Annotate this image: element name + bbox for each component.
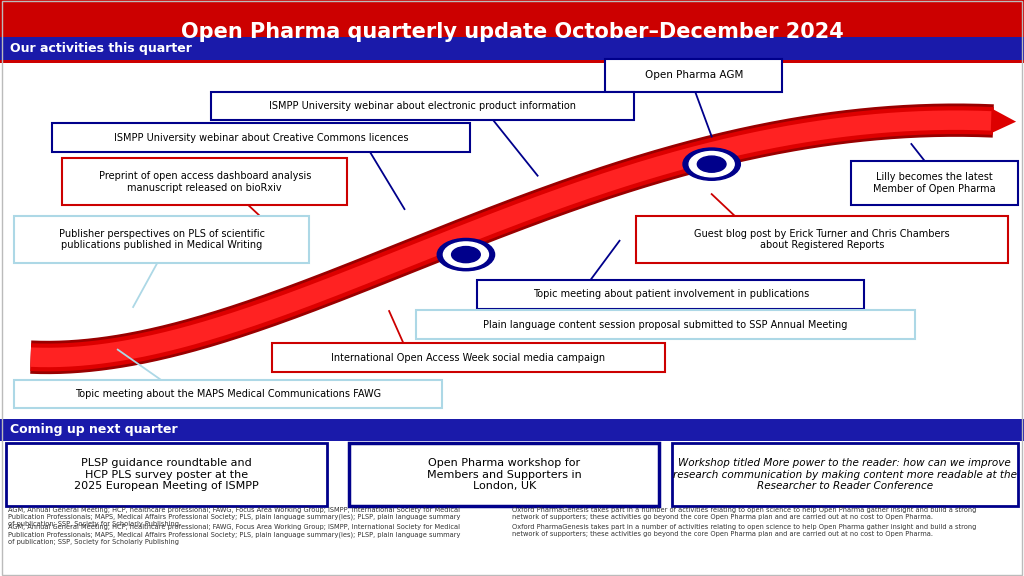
FancyBboxPatch shape [636, 216, 1008, 263]
Text: AGM, Annual General Meeting; HCP, healthcare professional; FAWG, Focus Area Work: AGM, Annual General Meeting; HCP, health… [8, 507, 461, 528]
Text: Open Pharma quarterly update October–December 2024: Open Pharma quarterly update October–Dec… [180, 22, 844, 41]
Text: Publisher perspectives on PLS of scientific
publications published in Medical Wr: Publisher perspectives on PLS of scienti… [58, 229, 265, 250]
Circle shape [697, 156, 726, 172]
FancyBboxPatch shape [851, 161, 1018, 205]
Text: Lilly becomes the latest
Member of Open Pharma: Lilly becomes the latest Member of Open … [873, 172, 995, 194]
FancyBboxPatch shape [605, 59, 782, 92]
FancyBboxPatch shape [0, 6, 1024, 63]
FancyBboxPatch shape [0, 0, 1024, 60]
FancyBboxPatch shape [14, 216, 309, 263]
FancyBboxPatch shape [14, 380, 442, 408]
Circle shape [437, 238, 495, 271]
FancyBboxPatch shape [477, 280, 864, 309]
Text: Preprint of open access dashboard analysis
manuscript released on bioRxiv: Preprint of open access dashboard analys… [98, 171, 311, 192]
Text: Guest blog post by Erick Turner and Chris Chambers
about Registered Reports: Guest blog post by Erick Turner and Chri… [694, 229, 949, 250]
Text: Workshop titled More power to the reader: how can we improve research communicat: Workshop titled More power to the reader… [673, 458, 1017, 491]
Text: ISMPP University webinar about electronic product information: ISMPP University webinar about electroni… [269, 101, 575, 111]
FancyBboxPatch shape [416, 310, 915, 339]
FancyBboxPatch shape [0, 60, 1024, 419]
FancyBboxPatch shape [6, 443, 327, 506]
FancyBboxPatch shape [0, 37, 1024, 60]
Circle shape [689, 151, 734, 177]
FancyBboxPatch shape [672, 443, 1018, 506]
FancyBboxPatch shape [0, 0, 1024, 37]
Text: ISMPP University webinar about Creative Commons licences: ISMPP University webinar about Creative … [114, 132, 409, 143]
Text: Oxford PharmaGenesis takes part in a number of activities relating to open scien: Oxford PharmaGenesis takes part in a num… [512, 524, 976, 537]
FancyBboxPatch shape [0, 419, 1024, 441]
Text: Plain language content session proposal submitted to SSP Annual Meeting: Plain language content session proposal … [483, 320, 848, 330]
FancyBboxPatch shape [52, 123, 470, 152]
Text: PLSP guidance roundtable and
HCP PLS survey poster at the
2025 European Meeting : PLSP guidance roundtable and HCP PLS sur… [74, 458, 259, 491]
Text: AGM, Annual General Meeting; HCP, healthcare professional; FAWG, Focus Area Work: AGM, Annual General Meeting; HCP, health… [8, 524, 461, 545]
FancyBboxPatch shape [0, 504, 1024, 576]
Text: Our activities this quarter: Our activities this quarter [10, 43, 193, 55]
Text: Coming up next quarter: Coming up next quarter [10, 423, 178, 436]
FancyBboxPatch shape [62, 158, 347, 205]
Text: International Open Access Week social media campaign: International Open Access Week social me… [332, 353, 605, 363]
Circle shape [443, 242, 488, 267]
Circle shape [683, 148, 740, 180]
Text: Topic meeting about patient involvement in publications: Topic meeting about patient involvement … [532, 289, 809, 300]
Text: Open Pharma workshop for
Members and Supporters in
London, UK: Open Pharma workshop for Members and Sup… [427, 458, 582, 491]
Text: Oxford PharmaGenesis takes part in a number of activities relating to open scien: Oxford PharmaGenesis takes part in a num… [512, 507, 976, 520]
FancyBboxPatch shape [272, 343, 665, 372]
FancyBboxPatch shape [211, 92, 634, 120]
Circle shape [452, 247, 480, 263]
Text: Open Pharma AGM: Open Pharma AGM [644, 70, 743, 81]
Text: Topic meeting about the MAPS Medical Communications FAWG: Topic meeting about the MAPS Medical Com… [76, 389, 381, 399]
FancyBboxPatch shape [0, 441, 1024, 507]
FancyBboxPatch shape [349, 443, 659, 506]
